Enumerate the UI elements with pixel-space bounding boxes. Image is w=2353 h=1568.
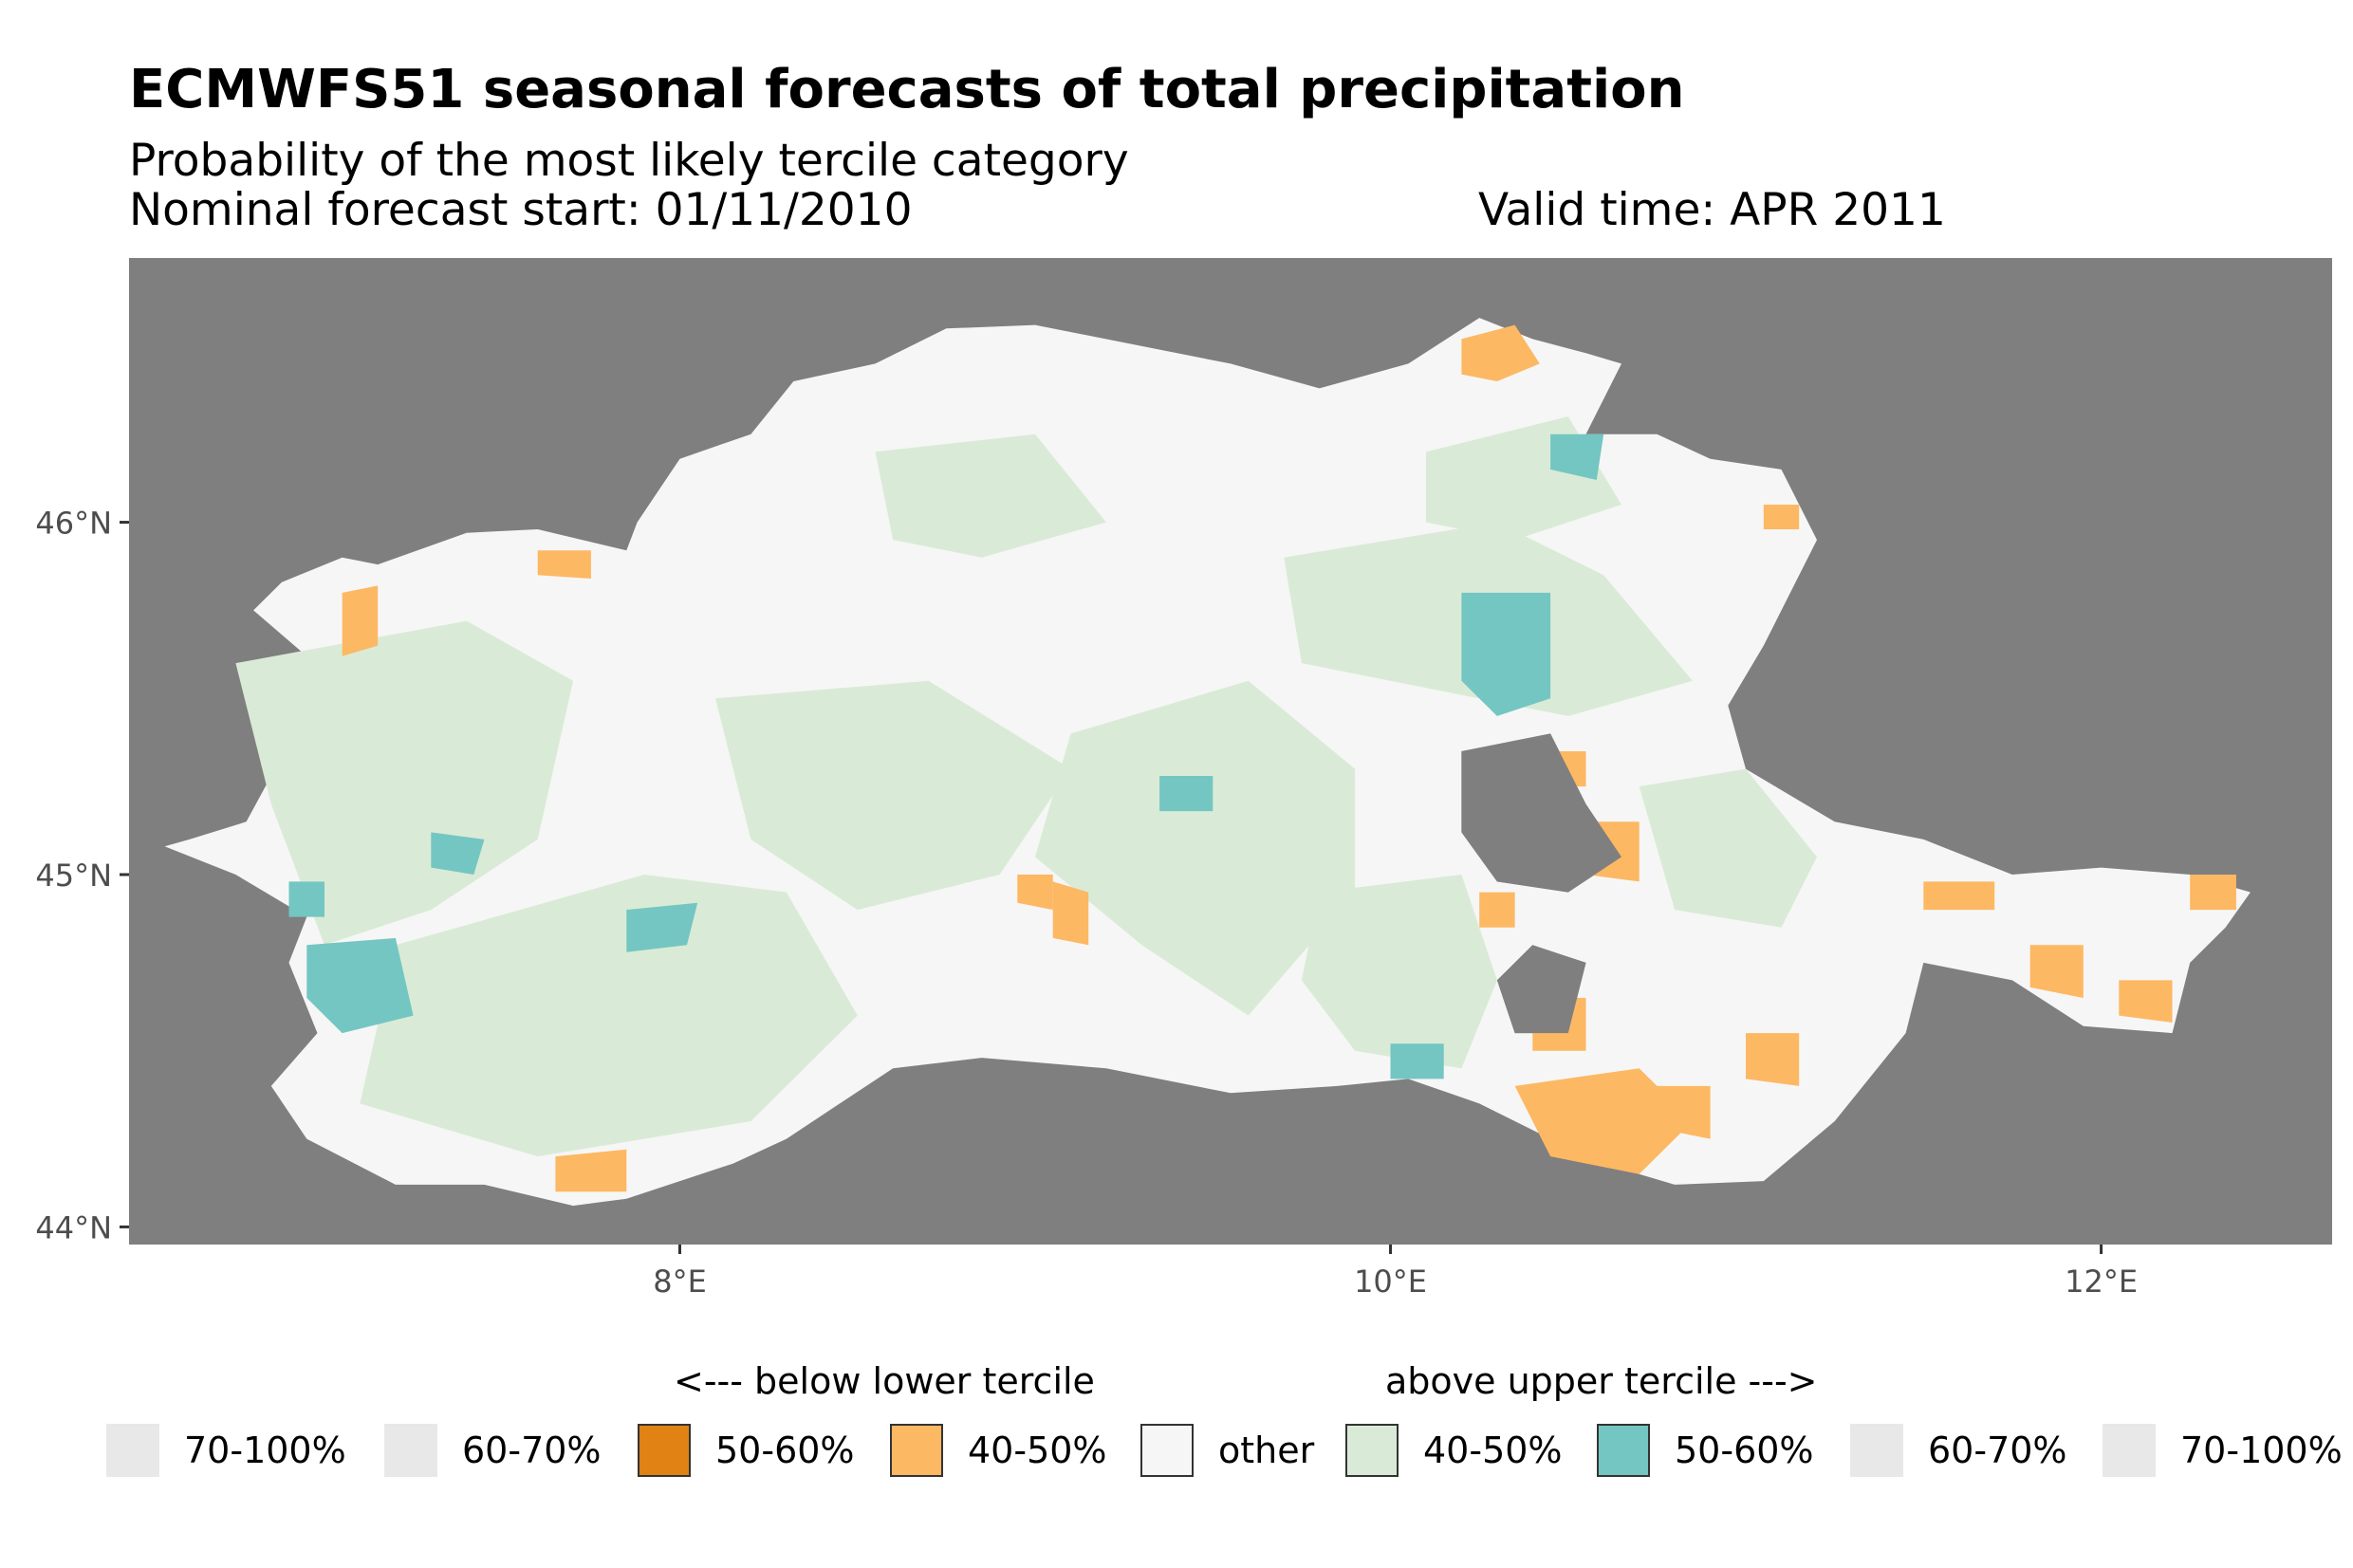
patch-above-40-50 [875, 434, 1106, 558]
x-tick-label: 12°E [2065, 1264, 2138, 1300]
map-layer [164, 318, 2251, 1207]
legend-label: 60-70% [462, 1430, 602, 1471]
patch-above-50-60 [1159, 776, 1214, 812]
patch-below-40-50 [2190, 875, 2236, 911]
patch-above-50-60 [288, 881, 324, 917]
legend-item-below-40-50: 40-50% [890, 1423, 1107, 1478]
legend-item-above-60-70: 60-70% [1850, 1423, 2067, 1478]
patch-below-40-50 [1763, 505, 1800, 529]
legend-label: 70-100% [184, 1430, 346, 1471]
legend-label: 40-50% [1423, 1430, 1563, 1471]
patch-above-40-50 [1639, 768, 1817, 928]
forecast-start-label: Nominal forecast start: 01/11/2010 [129, 184, 913, 236]
patch-above-40-50 [715, 680, 1071, 911]
patch-below-40-50 [1746, 1033, 1800, 1086]
map-title: ECMWFS51 seasonal forecasts of total pre… [129, 59, 1685, 120]
y-tick-label: 46°N [35, 506, 112, 542]
legend-item-above-40-50: 40-50% [1345, 1423, 1563, 1478]
legend-item-below-70-100: 70-100% [106, 1423, 346, 1478]
patch-below-40-50 [1052, 881, 1089, 946]
patch-below-40-50 [342, 585, 379, 656]
x-tick-label: 10°E [1354, 1264, 1427, 1300]
legend-key-below-60-70 [384, 1424, 437, 1477]
patch-above-50-60 [1461, 592, 1551, 716]
legend-key-above-60-70 [1850, 1424, 1903, 1477]
legend-label: 50-60% [1675, 1430, 1814, 1471]
legend-key-above-70-100 [2103, 1424, 2156, 1477]
patch-below-40-50 [1479, 892, 1515, 928]
legend-key-below-40-50 [890, 1424, 943, 1477]
patch-above-50-60 [626, 902, 698, 952]
legend-label: 50-60% [715, 1430, 855, 1471]
patch-below-40-50 [1017, 875, 1053, 911]
legend-item-above-70-100: 70-100% [2103, 1423, 2343, 1478]
legend-item-other: other [1140, 1423, 1314, 1478]
patch-below-40-50 [2119, 980, 2173, 1023]
y-tick-label: 44°N [35, 1209, 112, 1245]
legend-key-below-50-60 [638, 1424, 691, 1477]
valid-time-label: Valid time: APR 2011 [1478, 184, 1946, 236]
legend-key-other [1140, 1424, 1194, 1477]
map-axes: 44°N 45°N 46°N 8°E 10°E 12°E [35, 506, 2138, 1300]
patch-above-40-50 [1035, 680, 1356, 1016]
patch-above-40-50 [360, 875, 858, 1157]
patch-below-40-50 [2029, 945, 2084, 998]
y-tick-label: 45°N [35, 858, 112, 894]
legend-label: 70-100% [2180, 1430, 2343, 1471]
patch-below-40-50 [1514, 1068, 1693, 1174]
patch-below-40-50 [537, 550, 591, 579]
patch-above-40-50 [1301, 875, 1497, 1069]
legend-label: 60-70% [1928, 1430, 2067, 1471]
legend-item-below-60-70: 60-70% [384, 1423, 602, 1478]
patch-below-40-50 [555, 1149, 627, 1192]
legend-key-below-70-100 [106, 1424, 159, 1477]
no-data-area [1496, 945, 1586, 1034]
legend-key-above-50-60 [1597, 1424, 1650, 1477]
legend-item-below-50-60: 50-60% [638, 1423, 855, 1478]
legend-below-title: <--- below lower tercile [674, 1360, 1095, 1402]
patch-above-40-50 [235, 620, 574, 946]
patch-below-40-50 [1657, 1085, 1711, 1139]
patch-above-50-60 [1550, 434, 1604, 480]
patch-below-40-50 [1461, 324, 1540, 381]
legend-item-above-50-60: 50-60% [1597, 1423, 1814, 1478]
patch-above-50-60 [306, 937, 414, 1034]
no-data-area [1461, 733, 1621, 893]
legend-key-above-40-50 [1345, 1424, 1399, 1477]
patch-above-50-60 [1390, 1043, 1444, 1079]
map-subtitle: Probability of the most likely tercile c… [129, 135, 1129, 187]
legend-above-title: above upper tercile ---> [1385, 1360, 1818, 1402]
patch-above-50-60 [431, 832, 485, 875]
legend-label: 40-50% [968, 1430, 1107, 1471]
patch-below-40-50 [1923, 881, 1995, 911]
x-tick-label: 8°E [653, 1264, 707, 1300]
legend-label: other [1218, 1430, 1315, 1471]
